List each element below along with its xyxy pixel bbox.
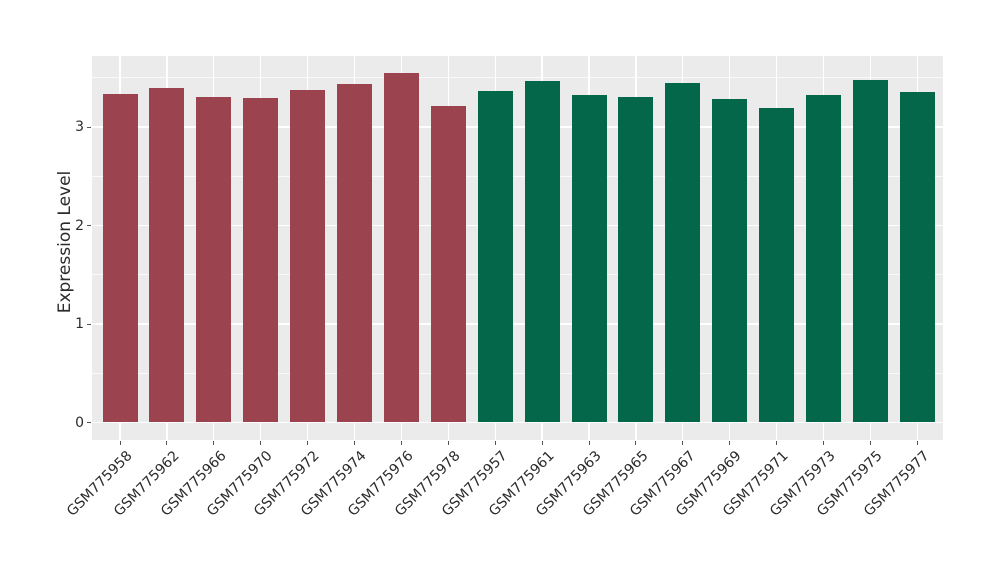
bar-GSM775970 [243, 98, 279, 423]
x-tick-mark [354, 441, 355, 445]
gridline-horizontal-major [92, 224, 943, 227]
x-tick-mark [869, 441, 871, 445]
bar-GSM775973 [806, 95, 841, 423]
bar-GSM775967 [665, 82, 701, 423]
y-tick-label: 0 [75, 414, 84, 431]
bar-GSM775962 [149, 87, 185, 423]
x-tick-mark [260, 441, 262, 445]
gridline-horizontal-major [92, 421, 943, 424]
x-tick-mark [307, 441, 309, 445]
bar-GSM775961 [524, 80, 560, 423]
x-tick-mark [213, 441, 215, 445]
x-tick-mark [588, 441, 590, 445]
x-tick-mark [400, 441, 402, 445]
x-tick-mark [682, 441, 684, 445]
x-tick-mark [494, 441, 496, 445]
bar-GSM775969 [712, 99, 748, 423]
bar-GSM775977 [899, 91, 935, 423]
bar-GSM775958 [102, 93, 138, 423]
gridline-horizontal-minor [92, 372, 943, 374]
bar-GSM775971 [759, 108, 795, 423]
x-tick-mark [635, 441, 637, 445]
bar-GSM775972 [290, 89, 326, 423]
gridline-horizontal-major [92, 126, 943, 128]
bar-GSM775974 [337, 83, 372, 423]
y-tick-label: 3 [75, 119, 84, 135]
bar-GSM775975 [852, 79, 888, 423]
x-tick-mark [729, 441, 731, 445]
gridline-horizontal-minor [92, 77, 943, 79]
y-tick-label: 2 [75, 217, 84, 234]
x-tick-mark [119, 441, 121, 445]
gridline-horizontal-major [92, 323, 943, 325]
y-tick-mark [87, 225, 91, 226]
gridline-horizontal-minor [92, 175, 943, 177]
gridline-horizontal-minor [92, 274, 943, 276]
plot-panel [92, 56, 943, 440]
x-tick-mark [447, 441, 449, 445]
y-axis-label-text: Expression Level [55, 170, 75, 314]
x-tick-mark [541, 441, 543, 445]
bar-GSM775965 [618, 97, 654, 423]
y-tick-label: 1 [75, 316, 84, 332]
x-tick-mark [823, 441, 824, 445]
x-tick-mark [166, 441, 168, 445]
bar-GSM775978 [430, 106, 466, 423]
y-tick-mark [87, 422, 91, 423]
bar-GSM775976 [383, 72, 419, 423]
x-tick-mark [776, 441, 778, 445]
y-tick-mark [87, 323, 91, 325]
bar-GSM775966 [196, 97, 232, 423]
bar-GSM775963 [571, 95, 607, 423]
x-tick-mark [916, 441, 918, 445]
bar-GSM775957 [477, 90, 513, 423]
y-tick-mark [87, 126, 91, 128]
